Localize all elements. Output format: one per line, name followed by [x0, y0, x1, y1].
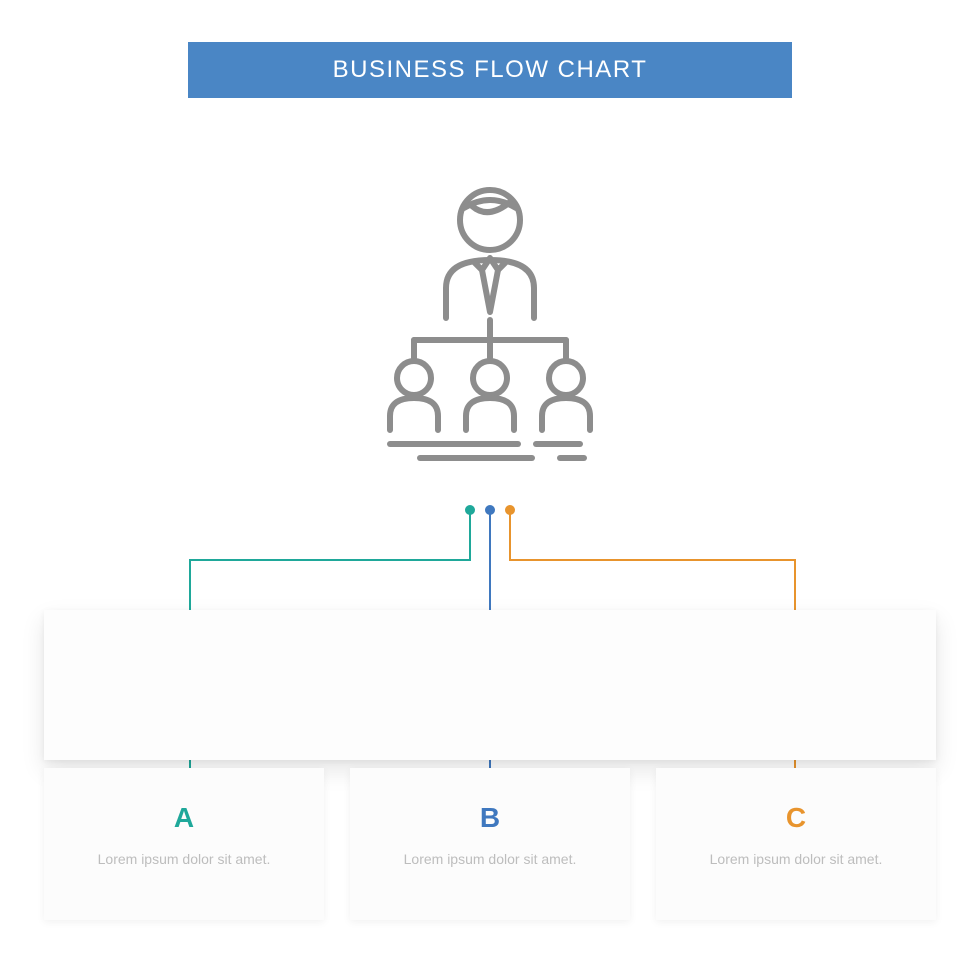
card-c: C Lorem ipsum dolor sit amet.: [656, 768, 936, 920]
page-title-bar: BUSINESS FLOW CHART: [188, 42, 792, 98]
card-letter-c: C: [676, 802, 916, 834]
card-text-a: Lorem ipsum dolor sit amet.: [64, 850, 304, 870]
card-a: A Lorem ipsum dolor sit amet.: [44, 768, 324, 920]
cards-row: A Lorem ipsum dolor sit amet. B Lorem ip…: [44, 768, 936, 920]
card-text-c: Lorem ipsum dolor sit amet.: [676, 850, 916, 870]
card-text-b: Lorem ipsum dolor sit amet.: [370, 850, 610, 870]
org-hierarchy-icon: [360, 180, 620, 470]
card-letter-a: A: [64, 802, 304, 834]
platform-panel: [44, 610, 936, 760]
card-letter-b: B: [370, 802, 610, 834]
card-b: B Lorem ipsum dolor sit amet.: [350, 768, 630, 920]
